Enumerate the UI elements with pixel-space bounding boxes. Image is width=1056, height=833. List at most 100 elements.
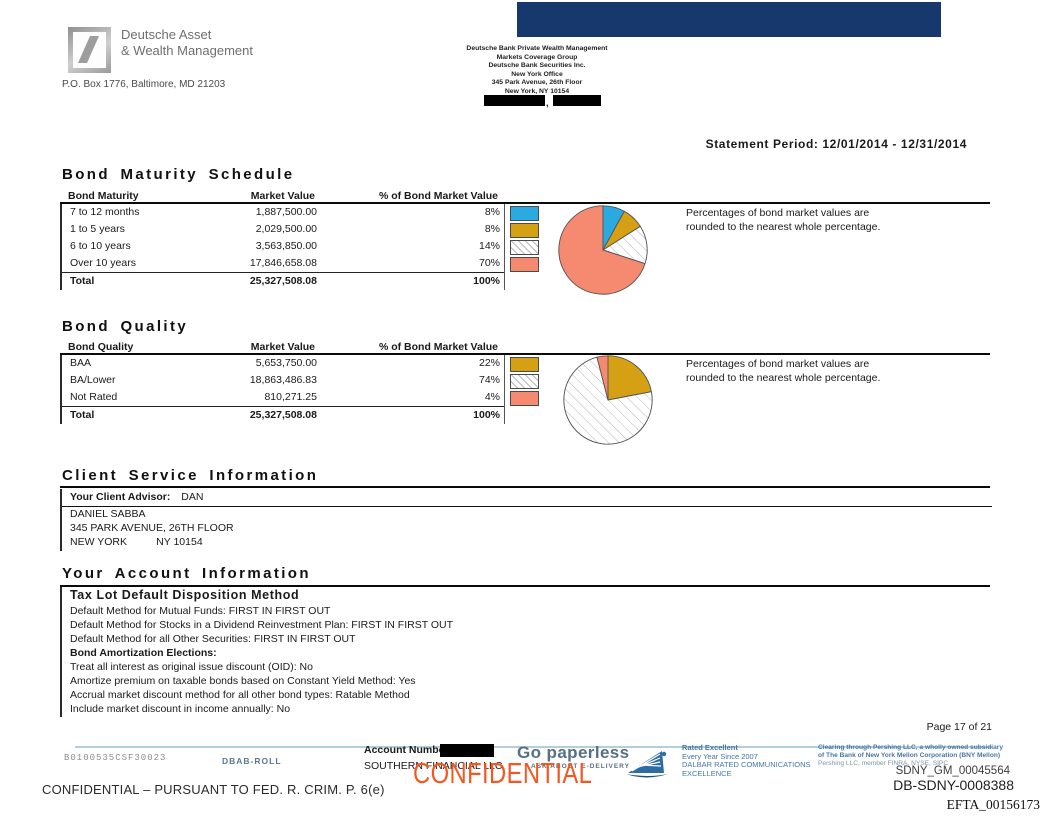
dalbar-line: Every Year Since 2007 bbox=[682, 751, 758, 761]
pershing-disclosure: Clearing through Pershing LLC, a wholly … bbox=[818, 744, 1003, 768]
legend-swatch bbox=[510, 357, 539, 372]
dalbar-line: DALBAR RATED COMMUNICATIONS bbox=[682, 760, 811, 770]
row-pct: 8% bbox=[484, 223, 500, 235]
bond-quality-header-row: Bond Quality Market Value % of Bond Mark… bbox=[60, 341, 502, 354]
legend-swatch bbox=[510, 223, 539, 238]
legend-swatch bbox=[510, 240, 539, 255]
row-market-value: 25,327,508.08 bbox=[249, 275, 317, 287]
col-header: Bond Quality bbox=[68, 341, 134, 353]
note-line: rounded to the nearest whole percentage. bbox=[686, 372, 881, 384]
advisor-address-line: DANIEL SABBA bbox=[70, 508, 146, 520]
pershing-line: of The Bank of New York Mellon Corporati… bbox=[818, 752, 1001, 759]
confidential-stamp: CONFIDENTIAL bbox=[413, 758, 593, 790]
section-title-bond-quality: Bond Quality bbox=[62, 318, 189, 335]
bond-maturity-table: 7 to 12 months 1,887,500.00 8% 1 to 5 ye… bbox=[60, 204, 505, 290]
advisor-address-line: 345 PARK AVENUE, 26TH FLOOR bbox=[70, 522, 234, 534]
col-header: Market Value bbox=[250, 341, 315, 353]
dalbar-rating-text: Rated Excellent Every Year Since 2007 DA… bbox=[682, 743, 811, 778]
go-paperless-subtext: ASK ABOUT E-DELIVERY bbox=[531, 763, 630, 770]
row-label: Not Rated bbox=[70, 391, 118, 403]
office-address-line: New York, NY 10154 bbox=[504, 87, 570, 95]
header-rule bbox=[60, 353, 990, 355]
bates-db-sdny: DB-SDNY-0008388 bbox=[893, 777, 1014, 793]
account-info-line: Default Method for all Other Securities:… bbox=[70, 633, 356, 645]
office-address-line: Deutsche Bank Securities Inc. bbox=[488, 62, 586, 70]
section-title-bond-maturity: Bond Maturity Schedule bbox=[62, 166, 295, 183]
rounding-note: Percentages of bond market values are ro… bbox=[686, 357, 880, 385]
row-label: BAA bbox=[70, 357, 92, 369]
advisor-address-line: NEW YORK NY 10154 bbox=[70, 536, 203, 548]
redaction-separator: , bbox=[546, 98, 549, 108]
row-market-value: 18,863,486.83 bbox=[249, 374, 317, 386]
account-info-line: Include market discount in income annual… bbox=[70, 703, 291, 715]
account-info-line: Treat all interest as original issue dis… bbox=[70, 661, 313, 673]
account-holder-name: SOUTHERN FINANCIAL LLC. bbox=[364, 760, 506, 772]
bond-quality-table: BAA 5,653,750.00 22% BA/Lower 18,863,486… bbox=[60, 355, 505, 424]
account-info-heading: Tax Lot Default Disposition Method bbox=[70, 588, 300, 602]
brand-line2: & Wealth Management bbox=[121, 43, 253, 58]
account-info-line: Accrual market discount method for all o… bbox=[70, 689, 410, 701]
row-market-value: 25,327,508.08 bbox=[249, 409, 317, 421]
legend-swatch bbox=[510, 374, 539, 389]
account-info-box: Tax Lot Default Disposition Method Defau… bbox=[60, 587, 992, 717]
dbab-roll-code: DBAB-ROLL bbox=[222, 756, 282, 766]
brand-line1: Deutsche Asset bbox=[121, 27, 212, 42]
office-address-line: Deutsche Bank Private Wealth Management bbox=[466, 45, 608, 52]
row-pct: 74% bbox=[478, 374, 500, 386]
advisor-label: Your Client Advisor: bbox=[70, 491, 171, 503]
table-total-row: Total 25,327,508.08 100% bbox=[62, 272, 504, 290]
legend-swatch bbox=[510, 206, 539, 221]
dalbar-line: EXCELLENCE bbox=[682, 768, 732, 778]
deutsche-bank-logo-icon bbox=[68, 27, 111, 73]
table-row: Not Rated 810,271.25 4% bbox=[62, 389, 504, 406]
section-title-client-service: Client Service Information bbox=[62, 467, 319, 484]
rounding-note: Percentages of bond market values are ro… bbox=[686, 206, 880, 234]
bond-quality-pie-chart bbox=[561, 353, 655, 447]
row-label: Total bbox=[70, 275, 95, 287]
row-label: 7 to 12 months bbox=[70, 206, 140, 218]
account-info-line: Default Method for Stocks in a Dividend … bbox=[70, 619, 454, 631]
advisor-value: DAN bbox=[181, 491, 204, 503]
office-address-block: Deutsche Bank Private Wealth Management … bbox=[437, 45, 637, 97]
dalbar-line: Rated Excellent bbox=[682, 743, 738, 752]
table-total-row: Total 25,327,508.08 100% bbox=[62, 406, 504, 424]
bond-maturity-header-row: Bond Maturity Market Value % of Bond Mar… bbox=[60, 190, 502, 203]
row-market-value: 5,653,750.00 bbox=[255, 357, 317, 369]
row-pct: 100% bbox=[473, 409, 500, 421]
page-number: Page 17 of 21 bbox=[926, 721, 992, 733]
row-pct: 22% bbox=[478, 357, 500, 369]
redaction-bar bbox=[440, 744, 494, 757]
redaction-bar bbox=[553, 95, 601, 106]
legend-swatch bbox=[510, 257, 539, 272]
table-row: 6 to 10 years 3,563,850.00 14% bbox=[62, 238, 504, 255]
col-header: % of Bond Market Value bbox=[378, 341, 498, 353]
table-row: 7 to 12 months 1,887,500.00 8% bbox=[62, 204, 504, 221]
bond-maturity-pie-chart bbox=[556, 203, 650, 297]
account-info-line: Default Method for Mutual Funds: FIRST I… bbox=[70, 605, 331, 617]
account-number-label: Account Number: bbox=[364, 744, 453, 756]
note-line: rounded to the nearest whole percentage. bbox=[686, 221, 881, 233]
row-market-value: 17,846,658.08 bbox=[249, 257, 317, 269]
header-rule bbox=[60, 202, 990, 204]
note-line: Percentages of bond market values are bbox=[686, 207, 870, 219]
statement-period: Statement Period: 12/01/2014 - 12/31/201… bbox=[705, 137, 967, 151]
client-service-box: Your Client Advisor: DAN DANIEL SABBA 34… bbox=[60, 489, 992, 551]
row-label: 6 to 10 years bbox=[70, 240, 131, 252]
redaction-bar bbox=[484, 95, 545, 106]
row-market-value: 2,029,500.00 bbox=[255, 223, 317, 235]
col-header: Bond Maturity bbox=[68, 190, 139, 202]
row-market-value: 1,887,500.00 bbox=[255, 206, 317, 218]
row-pct: 14% bbox=[478, 240, 500, 252]
row-label: 1 to 5 years bbox=[70, 223, 125, 235]
row-pct: 70% bbox=[478, 257, 500, 269]
office-address-line: New York Office bbox=[511, 70, 563, 78]
col-header: Market Value bbox=[250, 190, 315, 202]
row-pct: 8% bbox=[484, 206, 500, 218]
row-pct: 100% bbox=[473, 275, 500, 287]
pershing-line: Clearing through Pershing LLC, a wholly … bbox=[818, 744, 1004, 751]
advisor-row: Your Client Advisor: DAN bbox=[62, 489, 992, 507]
row-label: Total bbox=[70, 409, 95, 421]
dalbar-eagle-icon bbox=[622, 747, 674, 781]
bates-sdny-gm: SDNY_GM_00045564 bbox=[895, 765, 1010, 777]
col-header: % of Bond Market Value bbox=[378, 190, 498, 202]
